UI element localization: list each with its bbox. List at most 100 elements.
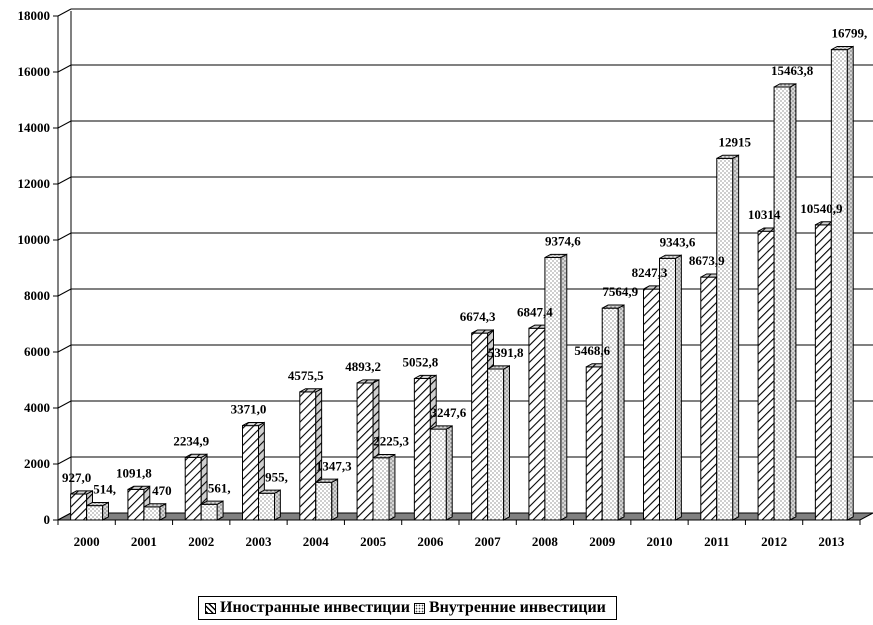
- y-tick-label: 2000: [24, 456, 50, 471]
- data-label-domestic: 12915: [719, 134, 752, 149]
- data-label-foreign: 10314: [748, 207, 781, 222]
- bar-front: [242, 425, 259, 521]
- bar-front: [258, 492, 275, 521]
- data-label-foreign: 1091,8: [116, 465, 152, 480]
- bar-side: [732, 154, 740, 521]
- x-tick-label: 2002: [188, 534, 214, 549]
- bar-chart: 0 2000 4000 6000 8000 10000 12000 14000 16000 180…: [18, 8, 873, 549]
- data-label-foreign: 2234,9: [173, 433, 209, 448]
- legend-label-domestic: Внутренние инвестиции: [428, 599, 606, 616]
- gridline-side: [57, 456, 72, 465]
- legend-label-foreign: Иностранные инвестиции: [220, 599, 410, 616]
- bar-front: [487, 368, 505, 521]
- y-tick-label: 6000: [24, 344, 50, 359]
- bar-side: [675, 254, 682, 521]
- bar-front: [184, 456, 202, 521]
- bar-side: [560, 253, 568, 521]
- bar-domestic-2009: [601, 304, 625, 521]
- data-label-domestic: 514,: [93, 482, 116, 497]
- data-label-foreign: 5052,8: [402, 355, 438, 370]
- hatch-swatch-icon: [205, 602, 216, 614]
- x-tick-label: 2009: [589, 534, 616, 549]
- data-label-foreign: 5468,6: [574, 343, 610, 358]
- bar-top: [70, 490, 93, 495]
- y-tick-label: 16000: [18, 64, 51, 79]
- bar-front: [86, 505, 104, 521]
- bar-front: [716, 157, 734, 521]
- data-label-domestic: 955,: [265, 469, 288, 484]
- bar-front: [659, 257, 676, 521]
- bar-domestic-2011: [716, 154, 740, 521]
- bar-domestic-2001: [143, 502, 167, 521]
- bar-front: [356, 382, 374, 521]
- bar-top: [127, 485, 151, 490]
- data-label-foreign: 6847,4: [517, 304, 553, 319]
- data-label-foreign: 927,0: [62, 470, 91, 485]
- gridline-side: [57, 176, 72, 185]
- x-tick-label: 2012: [761, 534, 787, 549]
- x-tick-label: 2011: [704, 534, 729, 549]
- chart-floor: [57, 512, 873, 521]
- data-label-foreign: 8673,9: [689, 253, 725, 268]
- bar-top: [716, 154, 739, 159]
- x-tick-label: 2010: [647, 534, 673, 549]
- bar-front: [315, 481, 333, 521]
- bar-front: [127, 488, 145, 521]
- bar-top: [471, 329, 494, 334]
- bar-domestic-2002: [200, 500, 224, 521]
- x-tick-label: 2007: [475, 534, 502, 549]
- bar-top: [430, 425, 453, 430]
- bar-front: [471, 332, 489, 521]
- x-tick-label: 2008: [532, 534, 559, 549]
- data-label-domestic: 16799,: [831, 26, 867, 41]
- data-label-foreign: 3371,0: [231, 402, 267, 417]
- bar-front: [372, 457, 390, 521]
- legend-item-foreign: Иностранные инвестиции: [205, 599, 410, 617]
- bar-domestic-2008: [544, 253, 568, 521]
- bar-front: [544, 257, 562, 521]
- y-tick-label: 14000: [18, 120, 51, 135]
- bar-front: [643, 288, 660, 521]
- y-tick-label: 18000: [18, 8, 51, 23]
- data-label-domestic: 9374,6: [545, 234, 581, 249]
- bar-front: [143, 506, 161, 521]
- bar-front: [757, 230, 775, 521]
- bar-top: [86, 501, 109, 507]
- y-tick-label: 0: [44, 512, 51, 527]
- bar-domestic-2012: [773, 83, 797, 521]
- bar-front: [601, 307, 619, 521]
- bar-top: [356, 379, 380, 384]
- data-label-domestic: 561,: [208, 480, 231, 495]
- bar-front: [700, 276, 718, 521]
- y-tick-label: 10000: [18, 232, 51, 247]
- bar-top: [544, 253, 568, 259]
- bar-top: [372, 454, 396, 459]
- gridline-side: [57, 120, 72, 129]
- data-label-foreign: 8247,3: [632, 265, 668, 280]
- gridline-side: [57, 232, 72, 241]
- bar-top: [242, 421, 265, 427]
- bar-domestic-2005: [372, 453, 396, 521]
- bar-side: [445, 425, 453, 521]
- bar-top: [299, 388, 322, 393]
- bar-front: [830, 49, 848, 521]
- bar-top: [315, 478, 338, 483]
- data-label-domestic: 3247,6: [430, 405, 466, 420]
- bar-front: [70, 493, 88, 521]
- data-label-domestic: 9343,6: [660, 234, 696, 249]
- data-label-domestic: 5391,8: [488, 345, 524, 360]
- gridline-side: [57, 344, 72, 353]
- gridline-side: [57, 400, 72, 409]
- bar-top: [601, 304, 625, 309]
- bar-side: [503, 365, 510, 521]
- bar-top: [487, 365, 510, 370]
- bar-front: [585, 366, 603, 521]
- bar-domestic-2004: [315, 478, 339, 521]
- y-tick-label: 12000: [18, 176, 51, 191]
- bar-top: [659, 254, 682, 259]
- bar-domestic-2010: [659, 254, 682, 521]
- bar-front: [773, 86, 791, 521]
- y-tick-label: 8000: [24, 288, 50, 303]
- data-label-domestic: 1347,3: [316, 458, 352, 473]
- x-tick-label: 2005: [360, 534, 387, 549]
